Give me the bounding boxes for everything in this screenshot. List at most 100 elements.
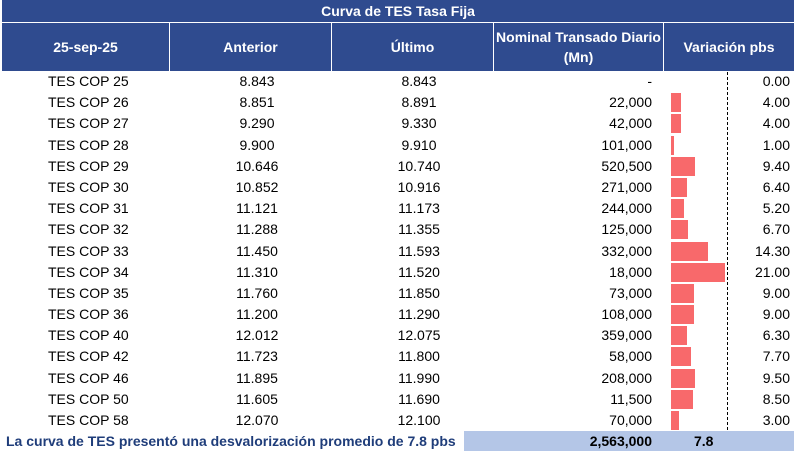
variacion-cell: 1.00 (664, 135, 794, 156)
table-row: TES COP 28 9.900 9.910 101,000 1.00 (2, 135, 794, 156)
anterior-cell: 11.121 (236, 200, 278, 217)
anterior-cell: 11.200 (236, 306, 278, 323)
nominal-cell: 101,000 (601, 136, 652, 153)
variacion-bar (671, 177, 688, 197)
bond-name-cell: TES COP 31 (48, 200, 129, 217)
variacion-cell: 9.00 (664, 304, 794, 325)
table-row: TES COP 27 9.290 9.330 42,000 4.00 (2, 113, 794, 134)
ultimo-cell: 11.850 (398, 284, 440, 301)
nominal-cell: 520,500 (601, 157, 652, 174)
bond-name-cell: TES COP 40 (48, 327, 129, 344)
variacion-bar (671, 241, 708, 261)
anterior-cell: 12.012 (235, 327, 279, 344)
anterior-cell: 10.646 (235, 157, 279, 174)
table-row: TES COP 40 12.012 12.075 359,000 6.30 (2, 325, 794, 346)
variacion-cell: 6.40 (664, 177, 794, 198)
bond-name-cell: TES COP 34 (48, 263, 129, 280)
ultimo-cell: 8.843 (401, 73, 437, 89)
ultimo-cell: 10.740 (397, 157, 441, 174)
table-row: TES COP 36 11.200 11.290 108,000 9.00 (2, 304, 794, 325)
variacion-value: 6.40 (762, 178, 790, 195)
footer-total-nominal: 2,563,000 (464, 431, 664, 451)
ultimo-cell: 11.173 (398, 200, 440, 217)
nominal-cell: 332,000 (601, 242, 652, 259)
variacion-bar (671, 347, 691, 367)
variacion-value: 9.00 (762, 284, 790, 301)
nominal-cell: 42,000 (609, 115, 652, 132)
variacion-bar (671, 326, 688, 346)
variacion-cell: 3.00 (664, 410, 794, 431)
footer-avg-variacion: 7.8 (664, 431, 794, 451)
header-ultimo: Último (332, 23, 494, 71)
variacion-bar (671, 156, 696, 176)
table-row: TES COP 33 11.450 11.593 332,000 14.30 (2, 241, 794, 262)
variacion-cell: 8.50 (664, 389, 794, 410)
variacion-cell: 6.30 (664, 325, 794, 346)
variacion-cell: 9.50 (664, 368, 794, 389)
nominal-cell: 11,500 (610, 390, 652, 407)
nominal-cell: 58,000 (609, 348, 652, 365)
variacion-cell: 6.70 (664, 219, 794, 240)
header-date: 25-sep-25 (2, 23, 170, 71)
header-variacion: Variación pbs (683, 39, 775, 55)
anterior-cell: 11.605 (236, 390, 278, 407)
header-nominal: Nominal Transado Diario (Mn) (494, 23, 664, 71)
ultimo-cell: 11.800 (398, 348, 440, 365)
ultimo-cell: 12.075 (397, 327, 441, 344)
variacion-bar (671, 411, 679, 430)
variacion-value: 1.00 (762, 136, 790, 153)
nominal-cell: 244,000 (601, 200, 652, 217)
table-title: Curva de TES Tasa Fija (2, 0, 794, 23)
variacion-bar (671, 220, 689, 240)
variacion-cell: 4.00 (664, 113, 794, 134)
bond-name-cell: TES COP 27 (48, 115, 129, 132)
nominal-cell: 271,000 (601, 178, 652, 195)
table-row: TES COP 42 11.723 11.800 58,000 7.70 (2, 346, 794, 367)
table-row: TES COP 46 11.895 11.990 208,000 9.50 (2, 368, 794, 389)
nominal-cell: 18,000 (609, 263, 652, 280)
ultimo-cell: 12.100 (397, 412, 441, 428)
bond-name-cell: TES COP 32 (48, 221, 129, 238)
variacion-value: 14.30 (754, 242, 790, 259)
ultimo-cell: 11.690 (398, 390, 440, 407)
bond-name-cell: TES COP 58 (48, 412, 129, 428)
variacion-cell: 21.00 (664, 262, 794, 283)
bar-axis-line (727, 72, 728, 430)
nominal-cell: 73,000 (609, 284, 652, 301)
bond-name-cell: TES COP 33 (48, 242, 129, 259)
footer-row: La curva de TES presentó una desvaloriza… (2, 431, 794, 451)
bond-name-cell: TES COP 28 (48, 136, 129, 153)
header-row: 25-sep-25 Anterior Último Nominal Transa… (2, 23, 794, 71)
ultimo-cell: 9.910 (401, 136, 437, 153)
anterior-cell: 11.450 (236, 242, 278, 259)
variacion-bar (671, 199, 685, 219)
ultimo-cell: 10.916 (397, 178, 441, 195)
variacion-value: 9.40 (762, 157, 790, 174)
variacion-bar (671, 305, 695, 325)
variacion-bar (671, 114, 682, 134)
table-row: TES COP 35 11.760 11.850 73,000 9.00 (2, 283, 794, 304)
nominal-cell: 208,000 (601, 369, 652, 386)
nominal-cell: 108,000 (601, 306, 652, 323)
anterior-cell: 11.760 (236, 284, 278, 301)
anterior-cell: 9.900 (239, 136, 275, 153)
nominal-cell: 22,000 (609, 94, 652, 111)
variacion-value: 8.50 (762, 390, 790, 407)
variacion-value: 5.20 (762, 200, 790, 217)
variacion-cell: 7.70 (664, 346, 794, 367)
variacion-bar (671, 93, 682, 113)
anterior-cell: 12.070 (235, 412, 279, 428)
variacion-cell: 4.00 (664, 92, 794, 113)
ultimo-cell: 11.593 (398, 242, 440, 259)
variacion-value: 4.00 (762, 94, 790, 111)
variacion-cell: 0.00 (664, 71, 794, 92)
ultimo-cell: 11.990 (398, 369, 440, 386)
table-row: TES COP 34 11.310 11.520 18,000 21.00 (2, 262, 794, 283)
ultimo-cell: 9.330 (401, 115, 437, 132)
anterior-cell: 11.288 (236, 221, 278, 238)
ultimo-cell: 11.520 (398, 263, 440, 280)
table-row: TES COP 26 8.851 8.891 22,000 4.00 (2, 92, 794, 113)
header-anterior: Anterior (170, 23, 332, 71)
anterior-cell: 11.723 (236, 348, 278, 365)
